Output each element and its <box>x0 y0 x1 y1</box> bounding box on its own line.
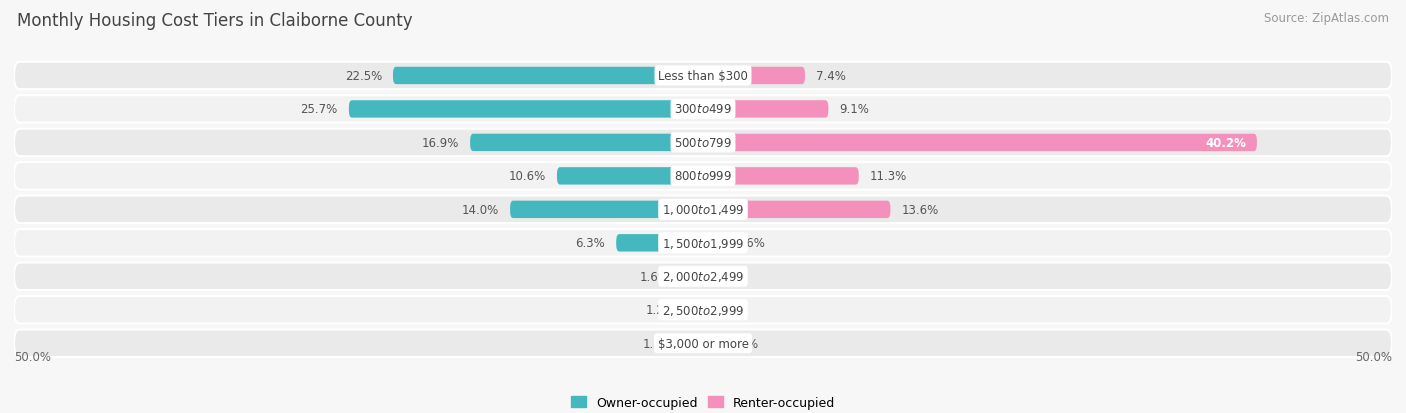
FancyBboxPatch shape <box>14 330 1392 357</box>
FancyBboxPatch shape <box>14 263 1392 290</box>
Text: $1,000 to $1,499: $1,000 to $1,499 <box>662 203 744 217</box>
Text: 1.2%: 1.2% <box>645 304 675 316</box>
Text: 50.0%: 50.0% <box>14 350 51 363</box>
Text: 10.6%: 10.6% <box>509 170 546 183</box>
FancyBboxPatch shape <box>392 68 703 85</box>
FancyBboxPatch shape <box>14 96 1392 123</box>
Text: 0.52%: 0.52% <box>721 337 758 350</box>
Text: 6.3%: 6.3% <box>575 237 605 250</box>
FancyBboxPatch shape <box>557 168 703 185</box>
FancyBboxPatch shape <box>703 134 1257 152</box>
FancyBboxPatch shape <box>683 335 703 352</box>
Text: 25.7%: 25.7% <box>301 103 337 116</box>
FancyBboxPatch shape <box>14 230 1392 257</box>
Text: $500 to $799: $500 to $799 <box>673 137 733 150</box>
Text: 16.9%: 16.9% <box>422 137 460 150</box>
Text: 14.0%: 14.0% <box>461 203 499 216</box>
FancyBboxPatch shape <box>14 129 1392 157</box>
Text: $3,000 or more: $3,000 or more <box>658 337 748 350</box>
Text: 11.3%: 11.3% <box>870 170 907 183</box>
Text: $800 to $999: $800 to $999 <box>673 170 733 183</box>
Text: 50.0%: 50.0% <box>1355 350 1392 363</box>
FancyBboxPatch shape <box>14 196 1392 223</box>
Text: 1.6%: 1.6% <box>737 237 766 250</box>
FancyBboxPatch shape <box>703 68 806 85</box>
FancyBboxPatch shape <box>470 134 703 152</box>
FancyBboxPatch shape <box>703 335 710 352</box>
Text: $1,500 to $1,999: $1,500 to $1,999 <box>662 236 744 250</box>
Text: 1.6%: 1.6% <box>640 270 669 283</box>
FancyBboxPatch shape <box>703 201 890 218</box>
FancyBboxPatch shape <box>703 168 859 185</box>
Text: 0.0%: 0.0% <box>714 304 744 316</box>
FancyBboxPatch shape <box>681 268 703 285</box>
Text: Source: ZipAtlas.com: Source: ZipAtlas.com <box>1264 12 1389 25</box>
FancyBboxPatch shape <box>349 101 703 119</box>
Text: 1.4%: 1.4% <box>643 337 672 350</box>
Text: Monthly Housing Cost Tiers in Claiborne County: Monthly Housing Cost Tiers in Claiborne … <box>17 12 412 30</box>
Text: 0.0%: 0.0% <box>714 270 744 283</box>
FancyBboxPatch shape <box>510 201 703 218</box>
Text: 7.4%: 7.4% <box>815 70 846 83</box>
Legend: Owner-occupied, Renter-occupied: Owner-occupied, Renter-occupied <box>567 391 839 413</box>
FancyBboxPatch shape <box>14 296 1392 324</box>
FancyBboxPatch shape <box>616 235 703 252</box>
Text: $300 to $499: $300 to $499 <box>673 103 733 116</box>
Text: Less than $300: Less than $300 <box>658 70 748 83</box>
Text: $2,000 to $2,499: $2,000 to $2,499 <box>662 270 744 284</box>
Text: 13.6%: 13.6% <box>901 203 939 216</box>
Text: 22.5%: 22.5% <box>344 70 382 83</box>
FancyBboxPatch shape <box>686 301 703 319</box>
FancyBboxPatch shape <box>14 63 1392 90</box>
Text: $2,500 to $2,999: $2,500 to $2,999 <box>662 303 744 317</box>
FancyBboxPatch shape <box>703 235 725 252</box>
FancyBboxPatch shape <box>14 163 1392 190</box>
Text: 40.2%: 40.2% <box>1205 137 1246 150</box>
Text: 9.1%: 9.1% <box>839 103 869 116</box>
FancyBboxPatch shape <box>703 101 828 119</box>
